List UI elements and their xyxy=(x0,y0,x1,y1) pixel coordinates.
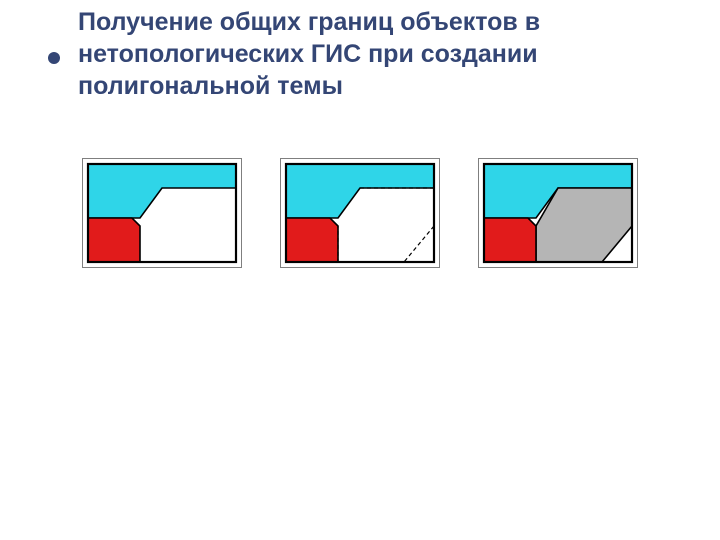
panel-1 xyxy=(82,158,242,268)
red-polygon xyxy=(286,218,338,262)
panel-3 xyxy=(478,158,638,268)
panels-row xyxy=(0,158,720,268)
header: Получение общих границ объектов в нетопо… xyxy=(0,0,720,102)
page-title: Получение общих границ объектов в нетопо… xyxy=(78,6,598,102)
panel-2 xyxy=(280,158,440,268)
bullet xyxy=(48,52,60,64)
red-polygon xyxy=(484,218,536,262)
red-polygon xyxy=(88,218,140,262)
